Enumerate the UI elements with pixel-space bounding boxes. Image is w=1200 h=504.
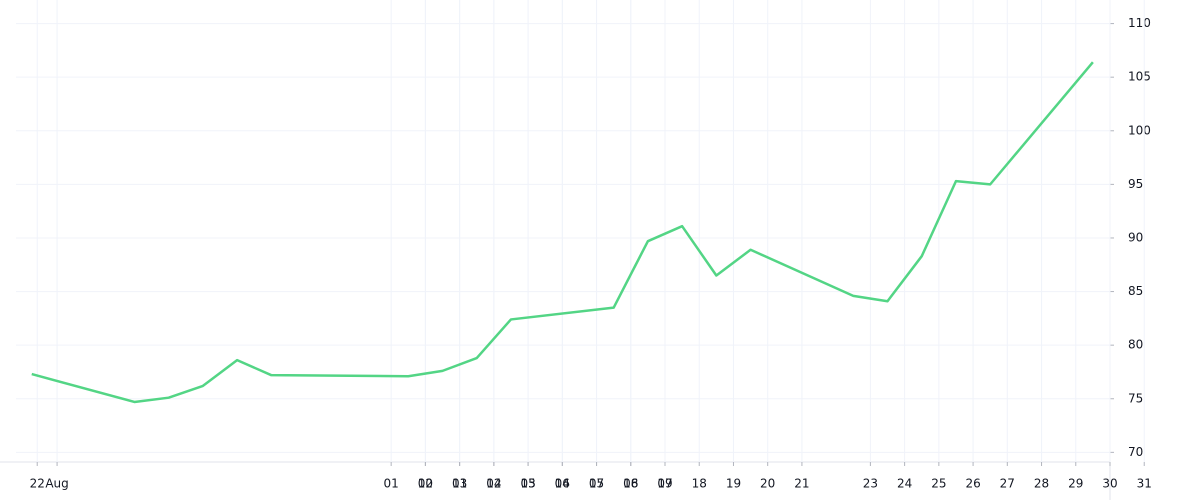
x-tick-label: 10	[418, 477, 433, 491]
x-tick-label: 23	[863, 477, 878, 491]
x-tick-label: 28	[1034, 477, 1049, 491]
x-tick-label: 25	[931, 477, 946, 491]
x-tick-label: 06	[555, 477, 570, 491]
x-tick-label: 03	[452, 477, 467, 491]
line	[31, 61, 1094, 404]
x-tick-label: 08	[623, 477, 638, 491]
y-tick-label: 100	[1128, 123, 1151, 137]
x-tick-label: 17	[657, 477, 672, 491]
x-tick-label: 30	[1102, 477, 1117, 491]
x-tick-label: 22	[30, 477, 45, 491]
y-tick-label: 70	[1128, 445, 1143, 459]
x-tick-label: 18	[692, 477, 707, 491]
x-tick-label: 02	[418, 477, 433, 491]
x-tick-label: 15	[589, 477, 604, 491]
x-tick-label: 29	[1068, 477, 1083, 491]
x-tick-label: 31	[1137, 477, 1152, 491]
y-tick-label: 105	[1128, 70, 1151, 84]
y-tick-label: 80	[1128, 338, 1143, 352]
y-tick-label: 85	[1128, 284, 1143, 298]
x-tick-label: 21	[794, 477, 809, 491]
y-tick-label: 90	[1128, 230, 1143, 244]
x-tick-label: 07	[589, 477, 604, 491]
x-tick-label: 20	[760, 477, 775, 491]
x-tick-label: 19	[726, 477, 741, 491]
x-tick-label: 26	[965, 477, 980, 491]
y-tick-label: 75	[1128, 391, 1143, 405]
x-tick-label: 27	[1000, 477, 1015, 491]
y-tick-label: 110	[1128, 16, 1151, 30]
x-tick-label: 09	[657, 477, 672, 491]
x-tick-label: 04	[486, 477, 501, 491]
x-tick-label: 12	[486, 477, 501, 491]
x-tick-label: 11	[452, 477, 467, 491]
x-tick-label: 05	[520, 477, 535, 491]
x-tick-label: 14	[555, 477, 570, 491]
x-tick-label: Aug	[45, 477, 68, 491]
x-tick-label: 01	[384, 477, 399, 491]
x-tick-label: 16	[623, 477, 638, 491]
x-tick-label: 24	[897, 477, 912, 491]
x-tick-label: 13	[520, 477, 535, 491]
y-tick-label: 95	[1128, 177, 1143, 191]
